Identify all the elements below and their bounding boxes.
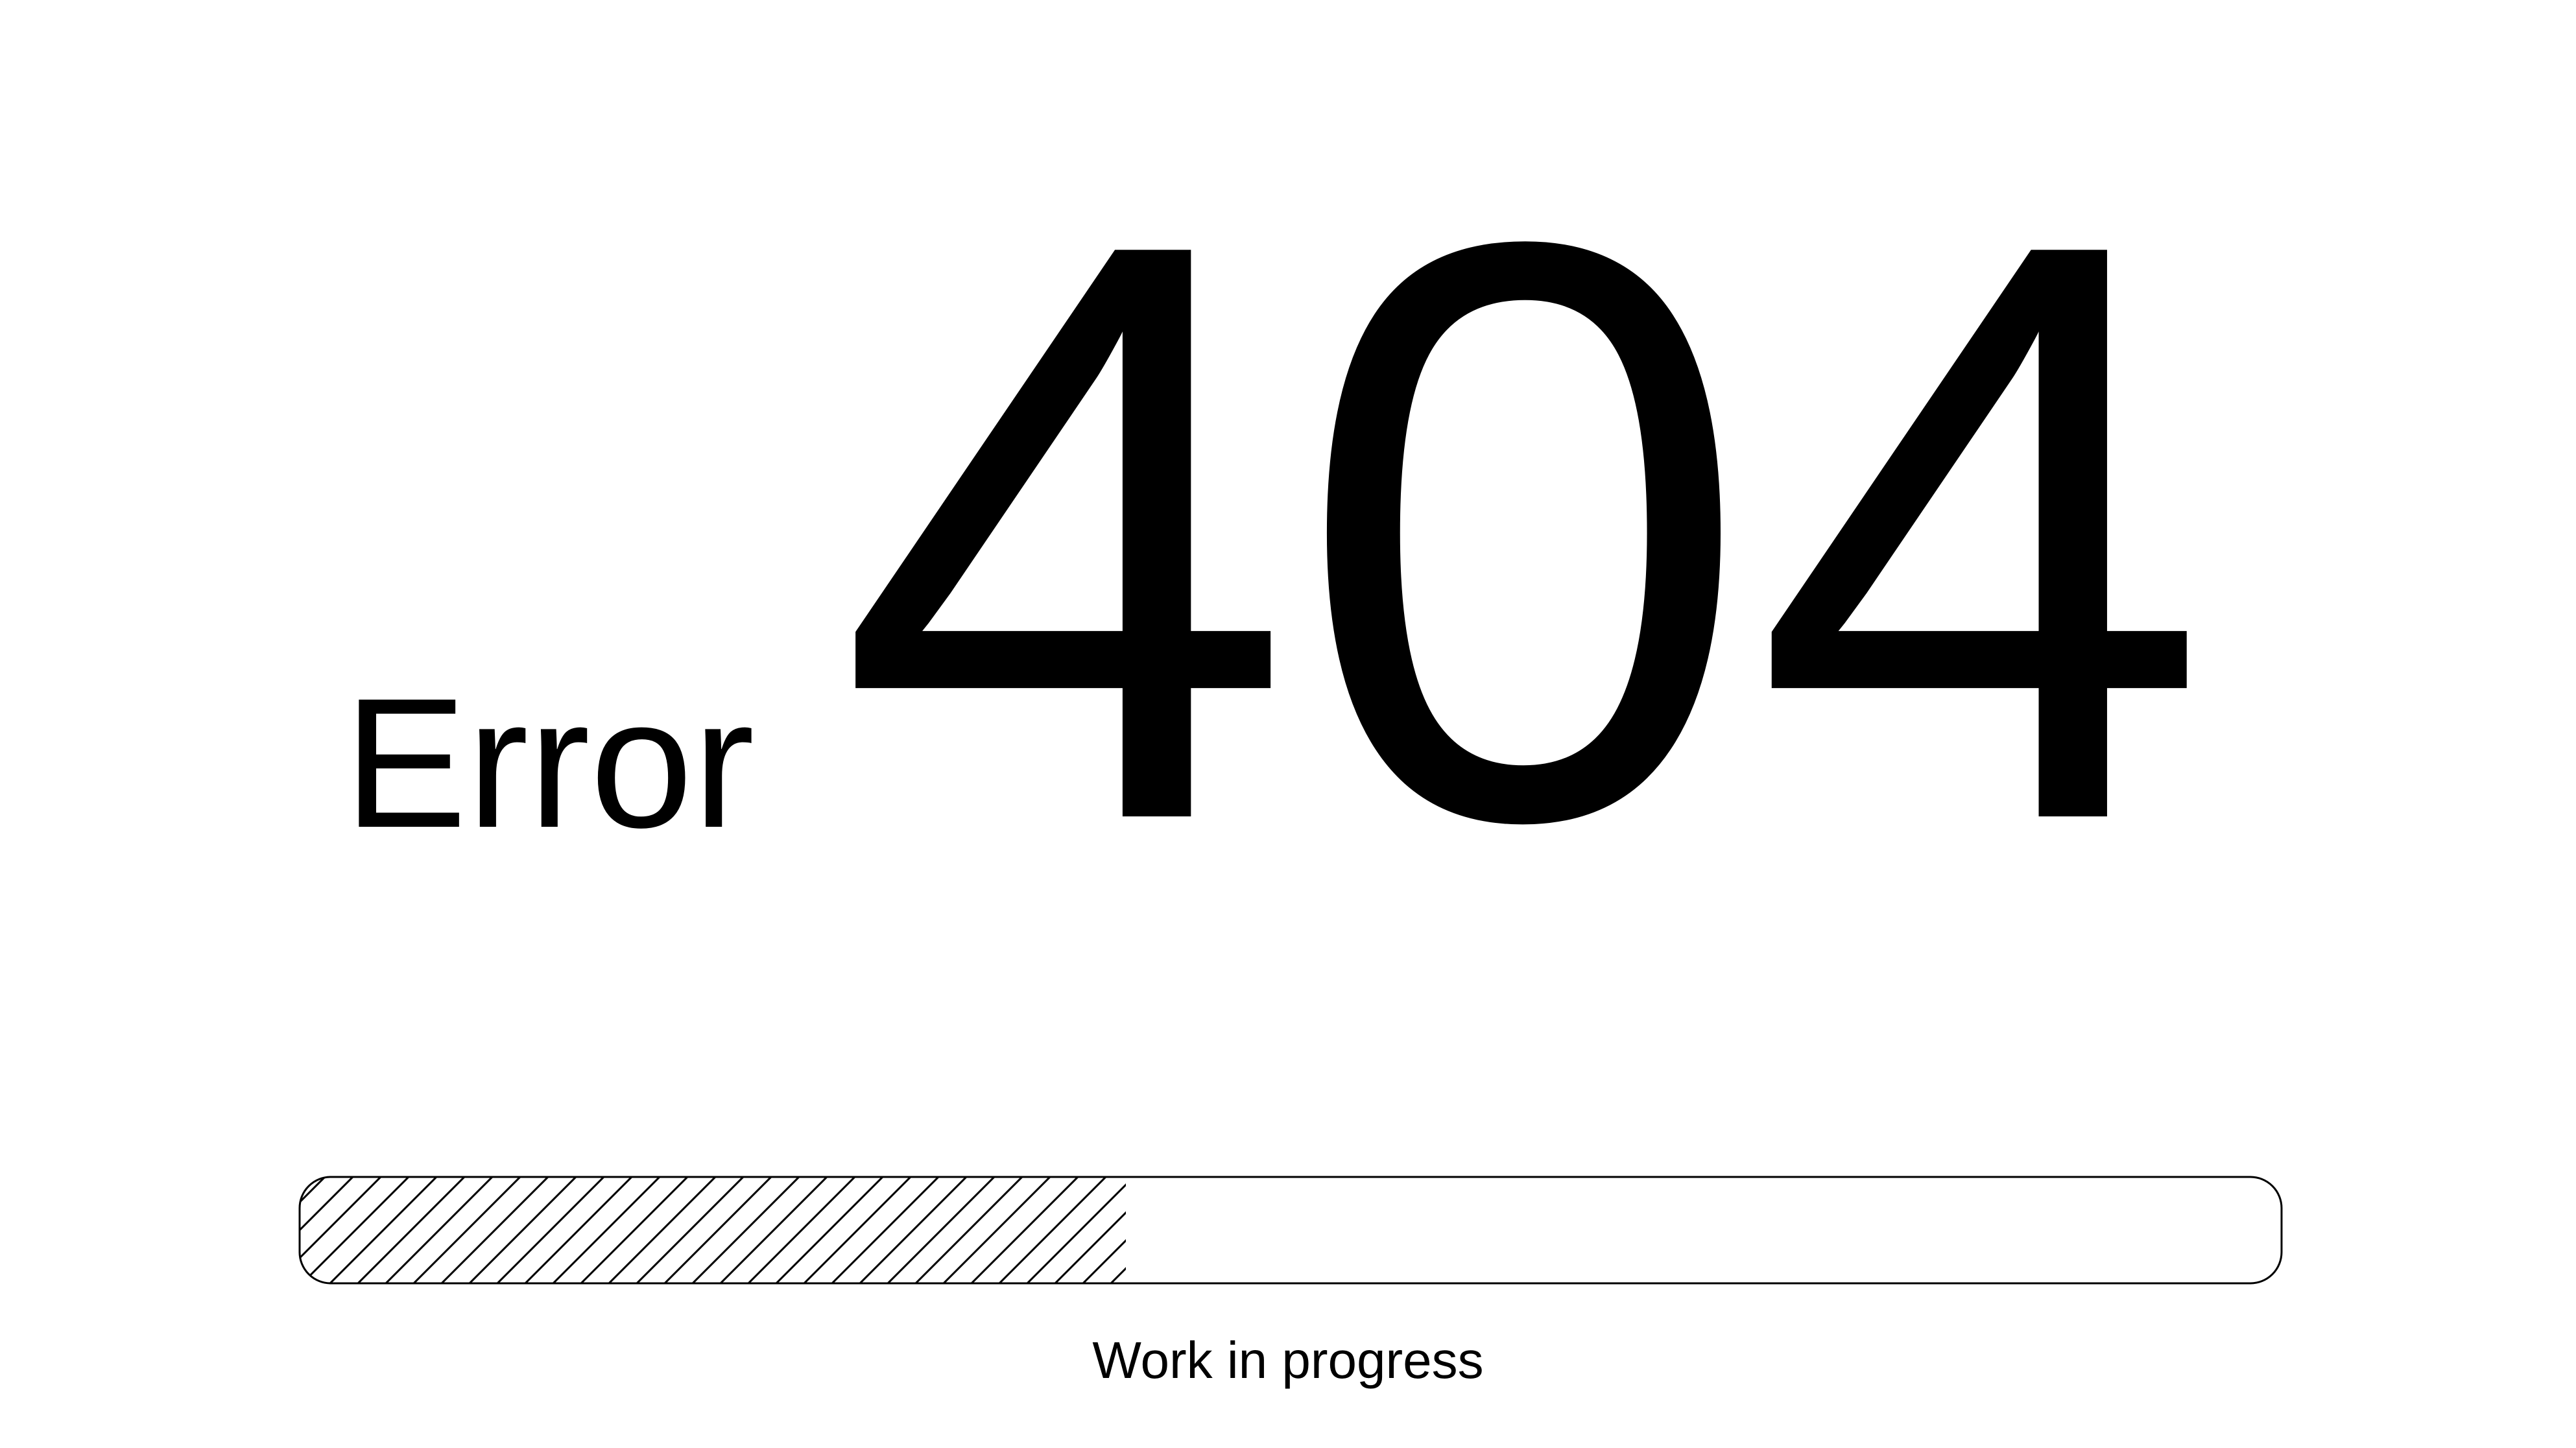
progress-bar-fill bbox=[300, 1176, 1330, 1285]
hatch-line bbox=[941, 1177, 1053, 1283]
hatch-line bbox=[383, 1177, 495, 1283]
hatch-line bbox=[718, 1177, 829, 1283]
hatch-line bbox=[997, 1177, 1108, 1283]
hatch-line bbox=[1053, 1177, 1126, 1283]
hatch-line bbox=[1193, 1176, 1302, 1285]
error-label: Error bbox=[344, 660, 755, 866]
progress-hatch bbox=[300, 1176, 1330, 1285]
hatch-line bbox=[606, 1177, 718, 1283]
hatch-line bbox=[969, 1177, 1080, 1283]
hatch-line bbox=[774, 1177, 885, 1283]
hatch-line bbox=[690, 1177, 802, 1283]
hatch-line bbox=[746, 1177, 857, 1283]
hatch-line bbox=[1108, 1177, 1126, 1283]
hatch-line bbox=[578, 1177, 690, 1283]
hatch-line bbox=[1025, 1177, 1126, 1283]
hatch-line bbox=[662, 1177, 774, 1283]
hatch-line bbox=[634, 1177, 746, 1283]
hatch-line bbox=[1165, 1176, 1274, 1285]
hatch-line bbox=[495, 1177, 606, 1283]
hatch-line bbox=[829, 1177, 941, 1283]
hatch-line bbox=[523, 1177, 634, 1283]
hatch-line bbox=[1221, 1176, 1330, 1285]
hatch-line bbox=[411, 1177, 523, 1283]
progress-bar-graphic bbox=[298, 1176, 2283, 1285]
hatch-line bbox=[300, 1177, 411, 1283]
hatch-line bbox=[467, 1177, 578, 1283]
hatch-line bbox=[913, 1177, 1025, 1283]
hatch-line bbox=[439, 1177, 551, 1283]
hatch-line bbox=[300, 1177, 328, 1283]
progress-bar-track bbox=[298, 1176, 2283, 1285]
hatch-line bbox=[300, 1177, 355, 1283]
hatch-line bbox=[328, 1177, 439, 1283]
hatch-line bbox=[1138, 1176, 1246, 1285]
hatch-line bbox=[885, 1177, 997, 1283]
hatch-line bbox=[1080, 1177, 1126, 1283]
progress-bar bbox=[298, 1176, 2283, 1285]
hatch-line bbox=[355, 1177, 467, 1283]
error-code: 404 bbox=[837, 71, 2211, 991]
hatch-line bbox=[551, 1177, 662, 1283]
progress-caption: Work in progress bbox=[1092, 1331, 1484, 1389]
hatch-line bbox=[857, 1177, 969, 1283]
hatch-line bbox=[802, 1177, 913, 1283]
hatch-line bbox=[300, 1177, 383, 1283]
